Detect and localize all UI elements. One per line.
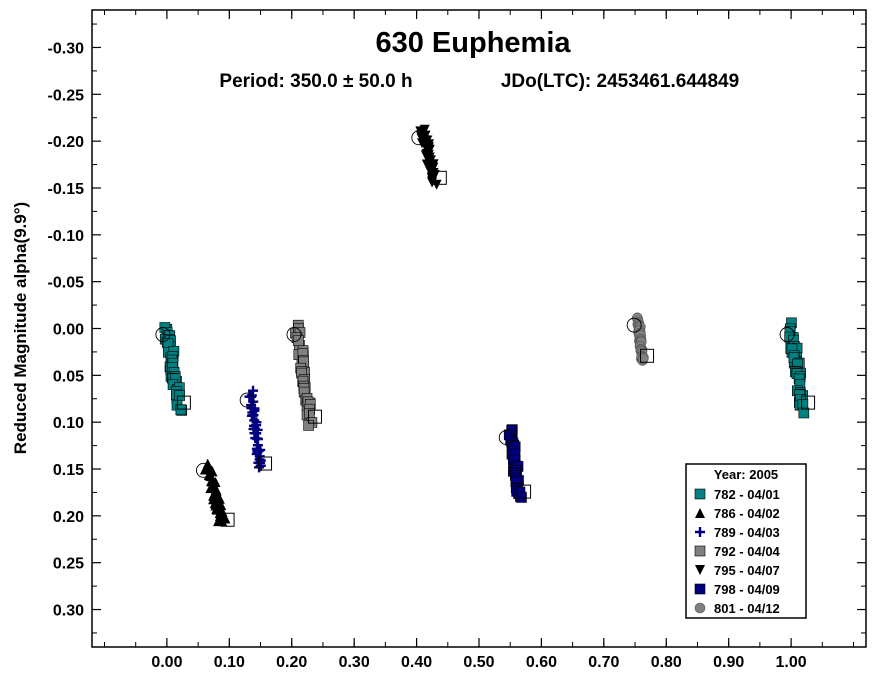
session-start-marker-798 [498, 430, 514, 445]
y-tick-label: 0.15 [53, 462, 84, 479]
legend-marker-792 [694, 545, 706, 557]
legend-label-786: 786 - 04/02 [714, 506, 780, 521]
y-tick-label: 0.25 [53, 556, 84, 573]
session-start-marker-792 [286, 327, 302, 342]
y-axis: -0.30 -0.25 -0.20 -0.15 -0.10 -0.05 0.00 0.05 0.… [48, 23, 866, 634]
chart-title: 630 Euphemia [375, 27, 571, 59]
y-tick-label: -0.15 [48, 181, 85, 198]
y-axis-label: Reduced Magnitude alpha(9.9°) [11, 202, 30, 454]
data-points [155, 124, 816, 527]
x-tick-label: 0.80 [651, 654, 682, 671]
x-axis: 0.00 0.10 0.20 0.30 0.40 0.50 0.60 0.70 0.80 0.90… [103, 10, 855, 671]
data-point-795 [424, 160, 435, 171]
x-tick-label: 0.60 [526, 654, 557, 671]
legend-box [685, 463, 807, 619]
y-tick-label: 0.30 [53, 603, 84, 620]
session-start-marker-782 [155, 327, 171, 342]
data-point-789 [248, 410, 259, 421]
legend-label-795: 795 - 04/07 [714, 563, 780, 578]
x-tick-label: 0.10 [214, 654, 245, 671]
session-start-marker-789 [239, 392, 255, 408]
legend-marker-789 [695, 527, 705, 537]
session-end-marker-789 [258, 456, 273, 471]
x-tick-label: 0.90 [713, 654, 744, 671]
data-point-786 [214, 508, 225, 519]
session-end-marker-782-repeat [801, 395, 816, 410]
legend-marker-798 [694, 583, 706, 595]
legend: Year: 2005 782 - 04/01 786 - 04/02 789 - 0… [685, 463, 807, 619]
data-point-789 [250, 433, 261, 444]
legend-label-801: 801 - 04/12 [714, 601, 780, 616]
session-start-marker-786 [196, 462, 211, 478]
y-tick-label: -0.30 [48, 40, 85, 57]
session-start-marker-801 [626, 317, 642, 333]
session-end-marker-795 [432, 170, 447, 185]
epoch-label: JDo(LTC): 2453461.644849 [501, 71, 739, 92]
y-tick-label: 0.10 [53, 415, 84, 432]
legend-title: Year: 2005 [714, 467, 778, 482]
session-start-marker-782-repeat [779, 327, 795, 342]
y-tick-label: 0.05 [53, 368, 84, 385]
period-label: Period: 350.0 ± 50.0 h [219, 71, 412, 92]
legend-label-798: 798 - 04/09 [714, 582, 780, 597]
x-tick-label: 0.70 [588, 654, 619, 671]
y-tick-label: -0.10 [48, 228, 85, 245]
session-end-marker-792 [307, 409, 322, 424]
data-point-786 [217, 515, 228, 526]
data-point-798 [516, 492, 527, 503]
x-tick-label: 1.00 [776, 654, 807, 671]
legend-marker-786 [695, 508, 705, 518]
data-point-786 [214, 493, 225, 504]
y-tick-label: -0.05 [48, 275, 85, 292]
legend-label-789: 789 - 04/03 [714, 525, 780, 540]
session-end-marker-782 [176, 395, 191, 410]
legend-label-782: 782 - 04/01 [714, 487, 780, 502]
y-tick-label: 0.00 [53, 322, 84, 339]
session-start-marker-795 [411, 130, 427, 146]
x-tick-label: 0.50 [463, 654, 494, 671]
data-point-789 [248, 385, 259, 396]
y-tick-label: 0.20 [53, 509, 84, 526]
data-point-782 [174, 390, 185, 401]
data-point-789 [254, 462, 265, 473]
x-tick-label: 0.30 [339, 654, 370, 671]
data-point-786 [209, 487, 220, 498]
x-tick-label: 0.20 [276, 654, 307, 671]
data-point-789 [255, 460, 266, 471]
legend-label-792: 792 - 04/04 [714, 544, 781, 559]
data-point-795 [425, 166, 436, 177]
legend-marker-795 [695, 565, 705, 575]
x-tick-label: 0.00 [151, 654, 182, 671]
session-end-marker-786 [220, 512, 235, 527]
y-tick-label: -0.20 [48, 134, 85, 151]
data-point-782-repeat [798, 407, 810, 419]
legend-marker-801 [694, 602, 706, 614]
x-tick-label: 0.40 [401, 654, 432, 671]
y-tick-label: -0.25 [48, 87, 85, 104]
data-point-782 [175, 404, 187, 416]
session-end-marker-801 [640, 348, 655, 363]
legend-marker-782 [694, 488, 706, 500]
session-end-marker-798 [517, 484, 532, 499]
data-point-792 [293, 335, 304, 347]
